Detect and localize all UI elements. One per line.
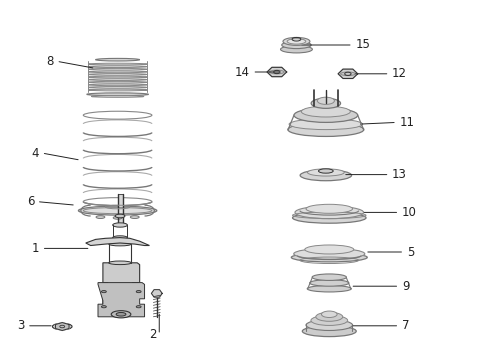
Ellipse shape (109, 242, 131, 246)
Bar (118, 194, 122, 223)
Ellipse shape (113, 236, 127, 239)
Text: 15: 15 (355, 39, 370, 51)
Ellipse shape (312, 274, 346, 280)
Ellipse shape (116, 312, 126, 316)
Ellipse shape (293, 212, 366, 223)
Ellipse shape (341, 72, 355, 76)
Ellipse shape (88, 89, 147, 91)
Ellipse shape (301, 106, 350, 117)
Ellipse shape (96, 58, 140, 61)
Ellipse shape (318, 97, 335, 104)
Ellipse shape (88, 79, 147, 81)
Text: 13: 13 (392, 168, 407, 181)
Text: 8: 8 (47, 55, 54, 68)
Text: 10: 10 (402, 206, 416, 219)
Ellipse shape (310, 280, 349, 286)
Ellipse shape (283, 37, 310, 45)
Ellipse shape (291, 253, 368, 262)
Ellipse shape (270, 70, 284, 74)
Text: 9: 9 (402, 280, 409, 293)
Text: 12: 12 (392, 67, 407, 80)
Ellipse shape (96, 216, 105, 219)
Ellipse shape (294, 108, 358, 122)
Polygon shape (55, 323, 69, 330)
Ellipse shape (88, 73, 147, 75)
Ellipse shape (280, 46, 313, 53)
Text: 4: 4 (32, 147, 39, 159)
Polygon shape (151, 290, 162, 297)
Ellipse shape (111, 311, 131, 318)
Text: 6: 6 (27, 195, 34, 208)
Ellipse shape (136, 291, 141, 293)
Text: 2: 2 (149, 328, 157, 341)
Ellipse shape (289, 119, 363, 130)
Ellipse shape (78, 206, 157, 215)
Ellipse shape (101, 306, 106, 308)
Ellipse shape (307, 285, 351, 292)
Text: 7: 7 (402, 319, 409, 332)
Ellipse shape (88, 71, 147, 73)
Ellipse shape (288, 123, 364, 136)
Ellipse shape (88, 81, 147, 83)
Ellipse shape (136, 306, 141, 308)
Ellipse shape (88, 84, 147, 86)
Ellipse shape (88, 63, 147, 65)
Polygon shape (267, 67, 287, 77)
Polygon shape (98, 283, 145, 317)
Ellipse shape (302, 326, 356, 337)
Ellipse shape (109, 261, 131, 265)
Ellipse shape (318, 169, 333, 173)
Ellipse shape (308, 169, 344, 176)
Ellipse shape (311, 98, 341, 108)
Text: 3: 3 (17, 319, 24, 332)
Ellipse shape (115, 214, 125, 218)
Text: 5: 5 (407, 246, 414, 258)
Ellipse shape (300, 170, 352, 181)
Text: 1: 1 (32, 242, 39, 255)
Ellipse shape (305, 245, 354, 254)
Ellipse shape (306, 320, 353, 330)
Text: 14: 14 (235, 66, 250, 78)
Ellipse shape (88, 86, 147, 88)
Polygon shape (338, 69, 358, 78)
Ellipse shape (316, 312, 343, 321)
Ellipse shape (101, 291, 106, 293)
Ellipse shape (88, 68, 147, 70)
Polygon shape (86, 238, 149, 246)
Ellipse shape (130, 216, 139, 219)
Ellipse shape (321, 311, 337, 318)
Ellipse shape (113, 216, 122, 219)
Ellipse shape (295, 206, 364, 219)
Text: 11: 11 (399, 116, 415, 129)
Ellipse shape (88, 66, 147, 68)
Ellipse shape (52, 323, 72, 330)
Ellipse shape (311, 315, 348, 325)
Ellipse shape (88, 76, 147, 78)
Ellipse shape (306, 204, 353, 213)
Ellipse shape (83, 207, 152, 213)
Ellipse shape (294, 248, 365, 259)
Ellipse shape (287, 39, 306, 44)
Ellipse shape (87, 93, 148, 96)
Ellipse shape (282, 41, 311, 49)
Ellipse shape (113, 223, 127, 227)
Polygon shape (103, 263, 140, 310)
